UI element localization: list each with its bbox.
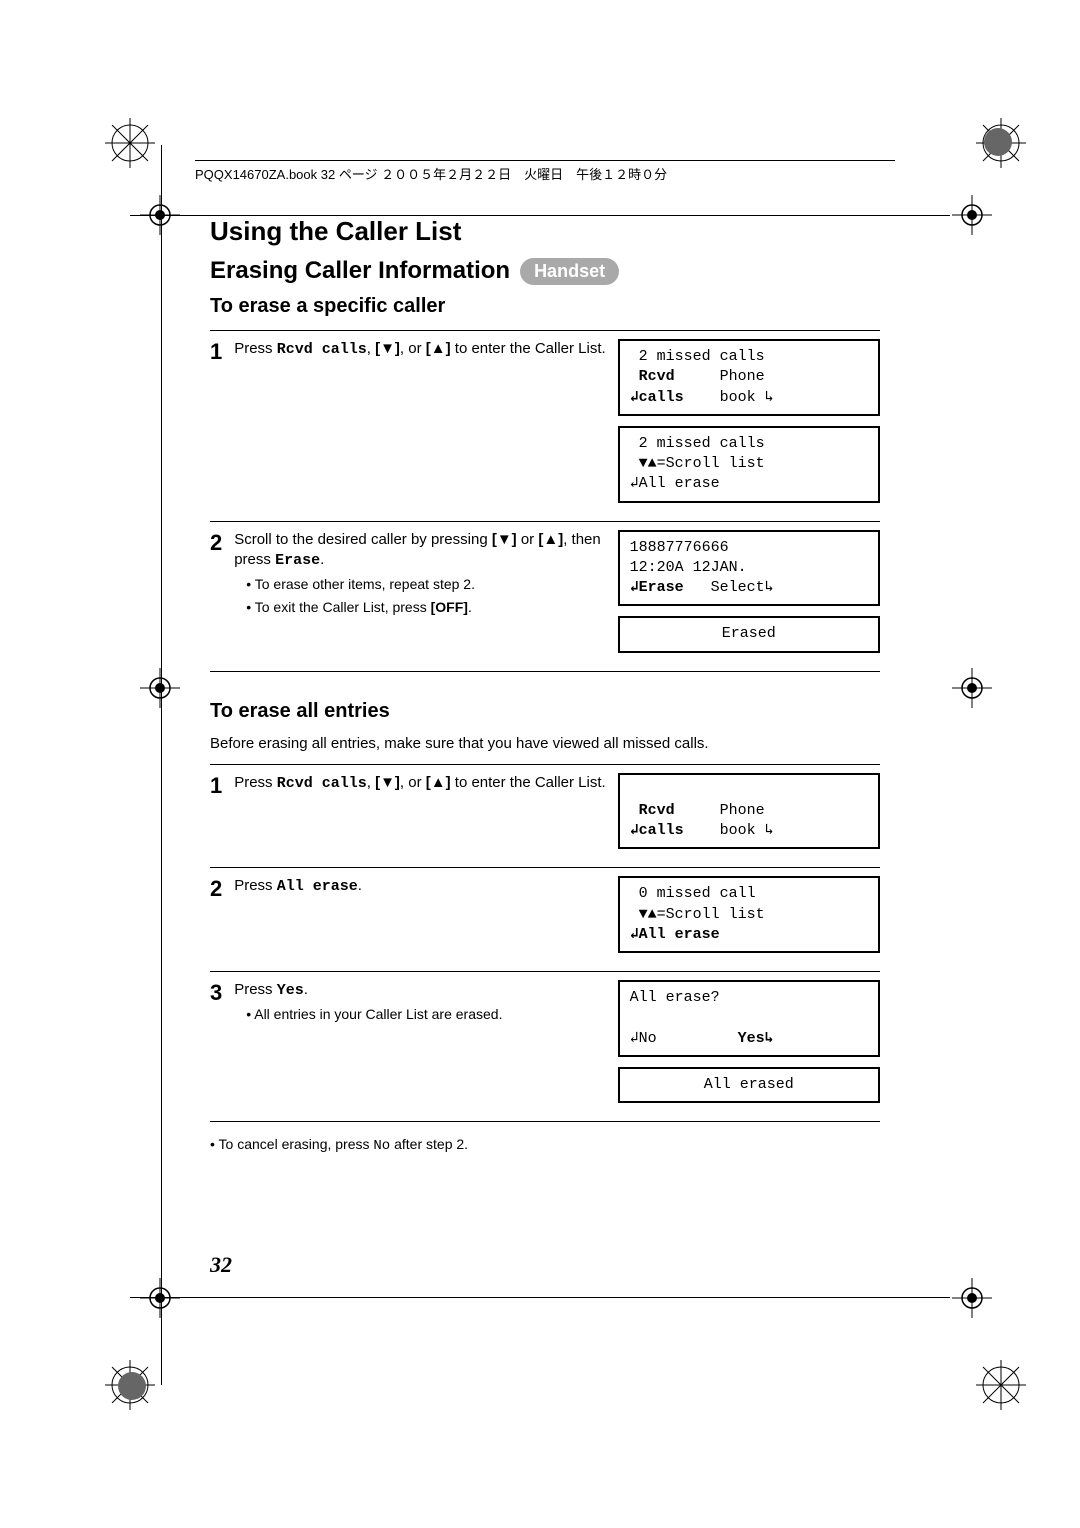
step-bullet: • To exit the Caller List, press [OFF].: [246, 598, 617, 617]
handset-pill: Handset: [520, 258, 619, 285]
solid-circle: [984, 128, 1012, 156]
step-instruction: Press Rcvd calls, [▼], or [▲] to enter t…: [234, 764, 617, 868]
step-bullet: • To erase other items, repeat step 2.: [246, 575, 617, 594]
sub2-steps-table: 1 Press Rcvd calls, [▼], or [▲] to enter…: [210, 764, 880, 1123]
sub1-steps-table: 1 Press Rcvd calls, [▼], or [▲] to enter…: [210, 330, 880, 672]
page-content: Using the Caller List Erasing Caller Inf…: [210, 216, 880, 1154]
sub2-heading: To erase all entries: [210, 700, 880, 723]
step-number: 2: [210, 868, 234, 972]
step-number: 2: [210, 521, 234, 671]
cancel-note: • To cancel erasing, press No after step…: [210, 1136, 880, 1154]
step-instruction: Press Rcvd calls, [▼], or [▲] to enter t…: [234, 331, 617, 522]
sub1-heading: To erase a specific caller: [210, 295, 880, 318]
frame-line: [130, 1297, 950, 1298]
lcd-display: 18887776666 12:20A 12JAN. ↲Erase Select↳: [618, 530, 880, 607]
step-number: 3: [210, 972, 234, 1122]
register-mark: [105, 118, 155, 168]
lcd-display: Rcvd Phone ↲calls book ↳: [618, 773, 880, 850]
lcd-display: Erased: [618, 616, 880, 652]
step-instruction: Scroll to the desired caller by pressing…: [234, 521, 617, 671]
step-instruction: Press All erase.: [234, 868, 617, 972]
crop-mark: [952, 668, 992, 708]
page-number: 32: [210, 1252, 232, 1278]
header-text: PQQX14670ZA.book 32 ページ ２００５年２月２２日 火曜日 午…: [195, 164, 667, 183]
step-bullet: • All entries in your Caller List are er…: [246, 1005, 617, 1024]
register-mark: [976, 1360, 1026, 1410]
frame-line: [161, 145, 162, 1385]
solid-circle: [118, 1372, 146, 1400]
crop-mark: [140, 668, 180, 708]
crop-mark: [952, 1278, 992, 1318]
step-instruction: Press Yes. • All entries in your Caller …: [234, 972, 617, 1122]
crop-mark: [140, 1278, 180, 1318]
lcd-display: 0 missed call ▼▲=Scroll list ↲All erase: [618, 876, 880, 953]
lcd-display: All erase? ↲No Yes↳: [618, 980, 880, 1057]
header-rule: [195, 160, 895, 161]
step-number: 1: [210, 331, 234, 522]
sub2-intro: Before erasing all entries, make sure th…: [210, 735, 880, 752]
page-title: Using the Caller List: [210, 216, 880, 247]
crop-mark: [952, 195, 992, 235]
section-heading: Erasing Caller Information: [210, 257, 510, 285]
lcd-display: All erased: [618, 1067, 880, 1103]
step-number: 1: [210, 764, 234, 868]
lcd-display: 2 missed calls Rcvd Phone ↲calls book ↳: [618, 339, 880, 416]
lcd-display: 2 missed calls ▼▲=Scroll list ↲All erase: [618, 426, 880, 503]
